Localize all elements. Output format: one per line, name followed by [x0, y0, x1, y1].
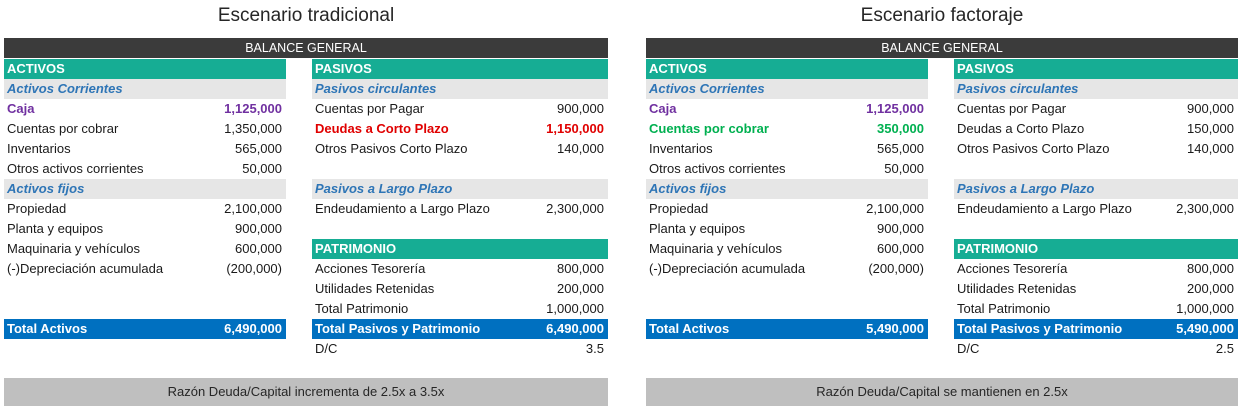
debt-to-equity-row: D/C 3.5	[315, 341, 604, 356]
balance-header: BALANCE GENERAL	[646, 38, 1238, 58]
spacer-row	[954, 159, 1238, 179]
asset-row-cash: Caja 1,125,000	[7, 101, 282, 116]
total-assets-row: Total Activos 6,490,000	[4, 319, 286, 339]
equity-row-retained-earnings: Utilidades Retenidas 200,000	[315, 281, 604, 296]
assets-column: ACTIVOS Activos Corrientes Caja 1,125,000…	[4, 59, 286, 339]
fixed-assets-header: Activos fijos	[646, 179, 928, 199]
total-liabilities-equity-row: Total Pasivos y Patrimonio 6,490,000	[312, 319, 608, 339]
scenario-footer-note: Razón Deuda/Capital se mantienen en 2.5x	[646, 378, 1238, 406]
spacer-row	[4, 299, 286, 319]
liability-row-long-term-debt: Endeudamiento a Largo Plazo 2,300,000	[315, 201, 604, 216]
liability-row-short-term-debt: Deudas a Corto Plazo 1,150,000	[315, 121, 604, 136]
equity-header: PATRIMONIO	[312, 239, 608, 259]
liabilities-header: PASIVOS	[954, 59, 1238, 79]
equity-row-total: Total Patrimonio 1,000,000	[315, 301, 604, 316]
liability-row-payables: Cuentas por Pagar 900,000	[315, 101, 604, 116]
current-liabilities-header: Pasivos circulantes	[954, 79, 1238, 99]
current-assets-header: Activos Corrientes	[646, 79, 928, 99]
asset-row-property: Propiedad 2,100,000	[7, 201, 282, 216]
liability-row-other-short-term: Otros Pasivos Corto Plazo 140,000	[315, 141, 604, 156]
current-liabilities-header: Pasivos circulantes	[312, 79, 608, 99]
debt-to-equity-row: D/C 2.5	[957, 341, 1234, 356]
balance-header: BALANCE GENERAL	[4, 38, 608, 58]
liability-row-other-short-term: Otros Pasivos Corto Plazo 140,000	[957, 141, 1234, 156]
spacer-row	[312, 219, 608, 239]
asset-row-plant: Planta y equipos 900,000	[7, 221, 282, 236]
scenario-title: Escenario tradicional	[217, 5, 395, 26]
current-assets-header: Activos Corrientes	[4, 79, 286, 99]
total-assets-row: Total Activos 5,490,000	[646, 319, 928, 339]
equity-row-retained-earnings: Utilidades Retenidas 200,000	[957, 281, 1234, 296]
assets-header: ACTIVOS	[4, 59, 286, 79]
equity-row-treasury-shares: Acciones Tesorería 800,000	[315, 261, 604, 276]
spacer-row	[954, 219, 1238, 239]
asset-row-depreciation: (-)Depreciación acumulada (200,000)	[649, 261, 924, 276]
asset-row-inventory: Inventarios 565,000	[649, 141, 924, 156]
asset-row-plant: Planta y equipos 900,000	[649, 221, 924, 236]
long-term-liabilities-header: Pasivos a Largo Plazo	[312, 179, 608, 199]
liability-row-short-term-debt: Deudas a Corto Plazo 150,000	[957, 121, 1234, 136]
asset-row-depreciation: (-)Depreciación acumulada (200,000)	[7, 261, 282, 276]
liabilities-column: PASIVOS Pasivos circulantes Cuentas por …	[954, 59, 1238, 359]
asset-row-receivables: Cuentas por cobrar 350,000	[649, 121, 924, 136]
equity-row-treasury-shares: Acciones Tesorería 800,000	[957, 261, 1234, 276]
asset-row-receivables: Cuentas por cobrar 1,350,000	[7, 121, 282, 136]
total-liabilities-equity-row: Total Pasivos y Patrimonio 5,490,000	[954, 319, 1238, 339]
asset-row-machinery: Maquinaria y vehículos 600,000	[649, 241, 924, 256]
liability-row-payables: Cuentas por Pagar 900,000	[957, 101, 1234, 116]
scenario-title: Escenario factoraje	[860, 5, 1024, 26]
asset-row-other-current: Otros activos corrientes 50,000	[649, 161, 924, 176]
spacer-row	[312, 159, 608, 179]
spacer-row	[646, 299, 928, 319]
liability-row-long-term-debt: Endeudamiento a Largo Plazo 2,300,000	[957, 201, 1234, 216]
spacer-row	[646, 279, 928, 299]
assets-column: ACTIVOS Activos Corrientes Caja 1,125,000…	[646, 59, 928, 339]
scenario-footer-note: Razón Deuda/Capital incrementa de 2.5x a…	[4, 378, 608, 406]
asset-row-cash: Caja 1,125,000	[649, 101, 924, 116]
equity-header: PATRIMONIO	[954, 239, 1238, 259]
asset-row-property: Propiedad 2,100,000	[649, 201, 924, 216]
liabilities-header: PASIVOS	[312, 59, 608, 79]
equity-row-total: Total Patrimonio 1,000,000	[957, 301, 1234, 316]
asset-row-machinery: Maquinaria y vehículos 600,000	[7, 241, 282, 256]
asset-row-other-current: Otros activos corrientes 50,000	[7, 161, 282, 176]
scenario-traditional: Escenario tradicional BALANCE GENERAL AC…	[4, 0, 608, 410]
scenario-factoring: Escenario factoraje BALANCE GENERAL ACTI…	[646, 0, 1238, 410]
fixed-assets-header: Activos fijos	[4, 179, 286, 199]
assets-header: ACTIVOS	[646, 59, 928, 79]
liabilities-column: PASIVOS Pasivos circulantes Cuentas por …	[312, 59, 608, 359]
asset-row-inventory: Inventarios 565,000	[7, 141, 282, 156]
spacer-row	[4, 279, 286, 299]
long-term-liabilities-header: Pasivos a Largo Plazo	[954, 179, 1238, 199]
